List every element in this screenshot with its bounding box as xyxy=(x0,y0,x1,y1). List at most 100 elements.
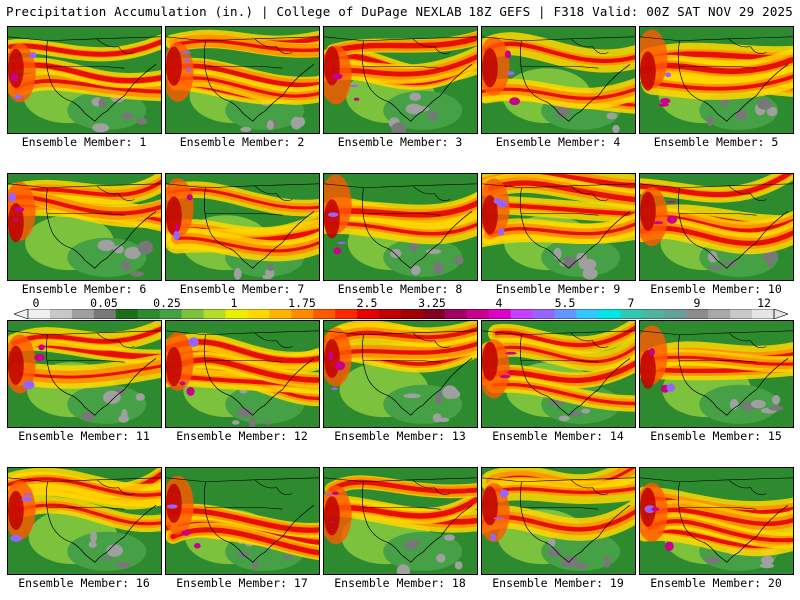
ensemble-member-map xyxy=(323,320,478,428)
legend-swatch xyxy=(181,309,204,319)
legend-tick-label: 0 xyxy=(32,296,40,310)
legend-swatch xyxy=(49,309,73,319)
legend-swatch xyxy=(598,309,621,319)
legend-swatch xyxy=(510,309,534,319)
ensemble-member-map xyxy=(7,320,162,428)
legend-swatch xyxy=(28,309,51,319)
ensemble-member-map xyxy=(165,320,320,428)
precip-map-graphic xyxy=(324,321,477,427)
ensemble-member-label: Ensemble Member: 7 xyxy=(179,282,305,296)
ensemble-member-label: Ensemble Member: 16 xyxy=(18,576,150,590)
legend-tick-label: 1.75 xyxy=(288,296,316,310)
ensemble-member-label: Ensemble Member: 4 xyxy=(495,135,621,149)
precip-map-graphic xyxy=(640,468,793,574)
legend-swatch xyxy=(115,309,139,319)
legend-swatch xyxy=(686,309,709,319)
map-title: Precipitation Accumulation (in.) | Colle… xyxy=(6,4,462,19)
legend-swatch xyxy=(664,309,687,319)
legend-swatch xyxy=(422,309,446,319)
ensemble-member-label: Ensemble Member: 13 xyxy=(334,429,466,443)
panel-row: Ensemble Member: 1 Ensemble Member: 2 Ense… xyxy=(0,26,800,149)
ensemble-member-map xyxy=(639,467,794,575)
legend-swatch xyxy=(532,309,555,319)
precip-map-graphic xyxy=(166,321,319,427)
precip-map-graphic xyxy=(166,27,319,133)
ensemble-member-map xyxy=(7,26,162,134)
precip-map-graphic xyxy=(8,321,161,427)
panel-row: Ensemble Member: 11 Ensemble Member: 12 En… xyxy=(0,320,800,443)
precip-map-graphic xyxy=(8,468,161,574)
ensemble-member-label: Ensemble Member: 2 xyxy=(179,135,305,149)
legend-swatch xyxy=(93,309,117,319)
legend-swatch xyxy=(444,309,468,319)
legend-swatch xyxy=(730,309,753,319)
precip-map-graphic xyxy=(482,468,635,574)
legend-tick-label: 5.5 xyxy=(554,296,576,310)
legend-tick-label: 2.5 xyxy=(356,296,378,310)
ensemble-member-label: Ensemble Member: 17 xyxy=(176,576,308,590)
ensemble-member-label: Ensemble Member: 8 xyxy=(337,282,463,296)
ensemble-member-label: Ensemble Member: 14 xyxy=(492,429,624,443)
panel-row: Ensemble Member: 16 Ensemble Member: 17 En… xyxy=(0,467,800,590)
ensemble-member-label: Ensemble Member: 20 xyxy=(650,576,782,590)
ensemble-member-map xyxy=(165,26,320,134)
ensemble-member-label: Ensemble Member: 18 xyxy=(334,576,466,590)
ensemble-member-map xyxy=(639,173,794,281)
ensemble-member-map xyxy=(323,26,478,134)
legend-swatch xyxy=(269,309,292,319)
legend-swatch xyxy=(247,309,270,319)
precip-map-graphic xyxy=(482,321,635,427)
legend-swatch xyxy=(203,309,226,319)
legend-swatch xyxy=(159,309,182,319)
precip-map-graphic xyxy=(8,27,161,133)
color-scale-legend: 0 0.05 0.25 1 1.75 2.5 3.25 4 5.5 7 9 12 xyxy=(0,296,800,322)
precip-map-graphic xyxy=(640,174,793,280)
legend-tick-label: 1 xyxy=(230,296,238,310)
legend-swatch xyxy=(576,309,599,319)
precip-map-graphic xyxy=(8,174,161,280)
legend-swatch xyxy=(708,309,731,319)
precip-map-graphic xyxy=(324,27,477,133)
legend-swatch xyxy=(225,309,248,319)
legend-swatch xyxy=(137,309,161,319)
ensemble-member-map xyxy=(165,467,320,575)
ensemble-member-map xyxy=(481,173,636,281)
precip-map-graphic xyxy=(324,174,477,280)
model-run-info: 18Z GEFS | F318 Valid: 00Z SAT NOV 29 20… xyxy=(468,4,793,19)
ensemble-member-label: Ensemble Member: 1 xyxy=(21,135,147,149)
legend-swatch xyxy=(357,309,380,319)
legend-tick-label: 9 xyxy=(693,296,701,310)
legend-left-arrow xyxy=(14,309,29,319)
ensemble-member-label: Ensemble Member: 10 xyxy=(650,282,782,296)
panel-row: Ensemble Member: 6 Ensemble Member: 7 Ense… xyxy=(0,173,800,296)
legend-tick-label: 4 xyxy=(495,296,503,310)
ensemble-member-label: Ensemble Member: 15 xyxy=(650,429,782,443)
legend-tick-label: 7 xyxy=(627,296,635,310)
ensemble-member-label: Ensemble Member: 3 xyxy=(337,135,463,149)
legend-swatch xyxy=(313,309,336,319)
ensemble-member-map xyxy=(481,26,636,134)
ensemble-member-map xyxy=(165,173,320,281)
precip-map-graphic xyxy=(640,27,793,133)
legend-tick-label: 0.05 xyxy=(90,296,118,310)
ensemble-member-label: Ensemble Member: 6 xyxy=(21,282,147,296)
precip-map-graphic xyxy=(482,27,635,133)
ensemble-member-label: Ensemble Member: 11 xyxy=(18,429,150,443)
ensemble-member-map xyxy=(323,173,478,281)
legend-tick-label: 3.25 xyxy=(418,296,446,310)
legend-swatch xyxy=(642,309,665,319)
legend-swatch xyxy=(401,309,424,319)
legend-swatch xyxy=(620,309,643,319)
ensemble-member-map xyxy=(481,467,636,575)
precip-map-graphic xyxy=(482,174,635,280)
ensemble-member-label: Ensemble Member: 12 xyxy=(176,429,308,443)
ensemble-member-map xyxy=(323,467,478,575)
legend-swatch xyxy=(466,309,490,319)
precip-map-graphic xyxy=(166,468,319,574)
legend-swatch xyxy=(335,309,358,319)
precip-map-graphic xyxy=(166,174,319,280)
precip-map-graphic xyxy=(324,468,477,574)
ensemble-member-label: Ensemble Member: 5 xyxy=(653,135,779,149)
precip-map-graphic xyxy=(640,321,793,427)
legend-swatch xyxy=(71,309,95,319)
